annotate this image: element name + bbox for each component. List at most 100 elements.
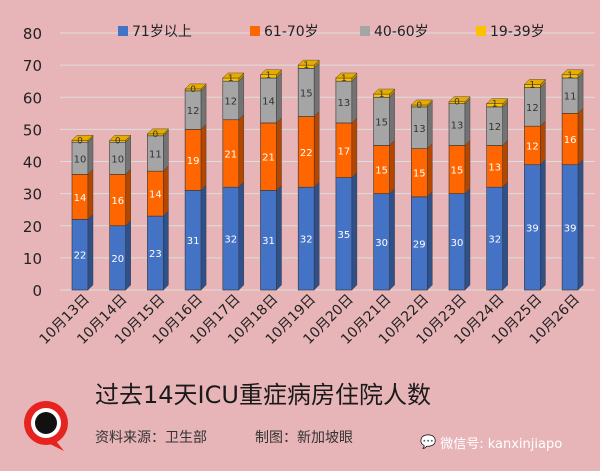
bar-top: [297, 59, 320, 66]
bar-side: [125, 136, 131, 175]
data-label: 15: [413, 169, 426, 180]
data-label: 16: [111, 196, 124, 207]
bar-side: [238, 75, 245, 121]
data-label: 12: [224, 96, 237, 107]
data-label: 15: [375, 117, 388, 128]
data-label: 10: [111, 154, 124, 165]
bar-side: [389, 188, 395, 291]
y-tick-label: 80: [23, 25, 42, 43]
legend-label: 40-60岁: [374, 24, 429, 40]
data-label: 1: [266, 71, 272, 81]
bar-side: [276, 117, 282, 191]
bar-side: [87, 136, 94, 175]
data-label: 1: [379, 90, 385, 100]
data-label: 21: [262, 153, 275, 164]
data-label: 32: [224, 235, 237, 246]
data-label: 22: [300, 148, 313, 159]
data-label: 30: [375, 238, 388, 249]
data-label: 0: [77, 136, 83, 146]
data-label: 32: [488, 235, 501, 246]
data-label: 12: [526, 141, 539, 152]
y-tick-label: 0: [32, 282, 42, 300]
data-label: 32: [300, 235, 313, 246]
bar-side: [427, 191, 433, 291]
bar-side: [163, 165, 169, 217]
data-label: 14: [149, 190, 162, 201]
data-label: 1: [341, 74, 347, 84]
data-label: 15: [451, 166, 464, 177]
bar-top: [448, 96, 471, 102]
data-label: 0: [454, 98, 460, 108]
y-tick-label: 60: [23, 89, 42, 107]
bar-side: [502, 181, 508, 291]
legend-label: 71岁以上: [132, 24, 192, 40]
bar-side: [502, 101, 508, 146]
bar-top: [184, 83, 207, 90]
y-tick-label: 70: [23, 57, 42, 75]
bar-side: [314, 111, 320, 188]
bar-side: [389, 91, 395, 146]
y-tick-label: 30: [23, 186, 42, 204]
bar-side: [87, 213, 94, 291]
bar-side: [314, 62, 320, 118]
data-label: 1: [228, 74, 234, 84]
bar-top: [335, 72, 358, 79]
data-label: 1: [530, 80, 536, 90]
bar-side: [238, 114, 245, 188]
bar-top: [71, 135, 94, 141]
data-label: 17: [338, 146, 351, 157]
bar-side: [577, 72, 584, 114]
data-label: 39: [526, 223, 539, 234]
bar-side: [577, 107, 584, 166]
bar-top: [486, 98, 509, 104]
data-label: 12: [187, 106, 200, 117]
y-tick-label: 20: [23, 218, 42, 236]
y-tick-label: 50: [23, 121, 42, 139]
data-label: 11: [564, 92, 577, 103]
data-label: 21: [224, 149, 237, 160]
bar-top: [373, 88, 396, 95]
bar-side: [502, 139, 508, 188]
data-label: 12: [526, 103, 539, 114]
bar-top: [410, 99, 433, 106]
bar-side: [276, 184, 282, 291]
y-tick-label: 10: [23, 250, 42, 268]
bar-side: [200, 85, 207, 130]
data-label: 19: [187, 156, 200, 167]
data-label: 0: [190, 85, 196, 95]
bar-top: [222, 72, 245, 79]
bar-top: [561, 69, 584, 75]
bar-side: [464, 188, 471, 291]
legend-swatch: [476, 26, 486, 36]
bar-top: [523, 79, 546, 85]
y-tick-label: 40: [23, 154, 42, 172]
data-label: 15: [375, 166, 388, 177]
data-label: 20: [111, 254, 124, 265]
bar-side: [351, 117, 358, 179]
legend-swatch: [250, 26, 260, 36]
wechat-icon: 💬: [420, 435, 437, 450]
wechat-text: 微信号: kanxinjiapo: [440, 437, 563, 452]
source-text: 资料来源：卫生部: [95, 430, 207, 446]
bar-side: [540, 120, 546, 166]
data-label: 0: [153, 130, 159, 140]
data-label: 10: [74, 154, 87, 165]
bar-top: [146, 128, 169, 135]
legend-swatch: [360, 26, 370, 36]
bar-side: [427, 143, 433, 198]
data-label: 12: [488, 122, 501, 133]
data-label: 35: [338, 230, 351, 241]
data-label: 23: [149, 249, 162, 260]
data-label: 29: [413, 239, 426, 250]
legend-swatch: [118, 26, 128, 36]
logo-icon: [18, 385, 78, 459]
bar-side: [540, 159, 546, 291]
bar-side: [200, 184, 207, 291]
bar-side: [464, 139, 471, 195]
data-label: 1: [492, 100, 498, 110]
data-label: 13: [413, 124, 426, 135]
bar-side: [540, 82, 546, 127]
legend-label: 19-39岁: [490, 24, 545, 40]
data-label: 0: [115, 136, 121, 146]
